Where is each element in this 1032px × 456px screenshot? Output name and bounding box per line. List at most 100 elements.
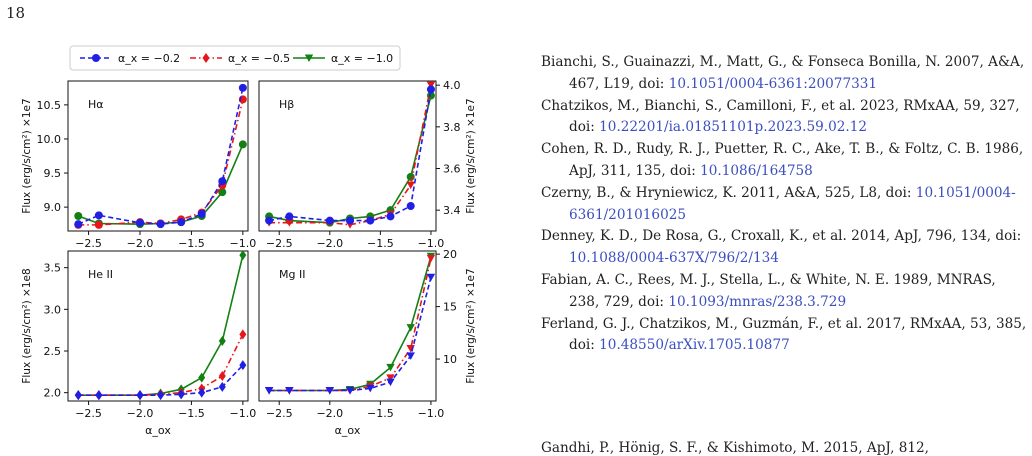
data-point (386, 374, 395, 382)
data-point (95, 390, 103, 401)
data-point (239, 329, 247, 340)
series-line (269, 85, 432, 226)
reference-entry: Ferland, G. J., Chatzikos, M., Guzmán, F… (541, 314, 1027, 358)
x-tick-label: −1.0 (229, 407, 256, 420)
legend-marker (202, 53, 210, 63)
x-tick-label: −2.5 (266, 407, 293, 420)
x-tick-label: −1.5 (178, 407, 205, 420)
legend-label: α_x = −1.0 (331, 52, 393, 65)
data-point (218, 177, 227, 186)
legend-label: α_x = −0.5 (228, 52, 290, 65)
x-tick-label: −2.5 (266, 237, 293, 250)
y-tick-label: 20 (443, 248, 457, 261)
x-tick-label: −2.0 (127, 407, 154, 420)
data-point (218, 336, 226, 346)
data-point (74, 212, 83, 220)
panel-hβ: −2.5 −2.0 −1.5 −1.0 3.4 3.6 3.8 4.0 Flux (erg/s/… (258, 79, 477, 250)
reference-entry: Cohen, R. D., Rudy, R. J., Puetter, R. C… (541, 139, 1027, 183)
panel-title: Hα (88, 98, 104, 111)
data-point (238, 140, 247, 149)
x-tick-label: −2.0 (316, 237, 343, 250)
y-tick-label: 3.8 (443, 121, 461, 134)
data-point (426, 273, 436, 282)
doi-link[interactable]: 10.1088/0004-637X/796/2/134 (569, 250, 779, 267)
legend-marker (304, 54, 314, 62)
emission-line-flux-figure: α_x = −0.2 α_x = −0.5 α_x = −1.0 −2.5 −2.0 −1… (21, 45, 477, 437)
x-tick-label: −2.5 (75, 237, 102, 250)
panel-he-ii: −2.5 −2.0 −1.5 −1.0 2.0 2.5 3.0 3.5 Flux (erg/s/… (21, 250, 256, 437)
y-tick-label: 4.0 (443, 79, 461, 92)
y-tick-label: 10.0 (37, 133, 62, 146)
reference-text: Ferland, G. J., Chatzikos, M., Guzmán, F… (541, 315, 1027, 354)
doi-link[interactable]: 10.22201/ia.01851101p.2023.59.02.12 (599, 119, 868, 136)
series-line (269, 277, 432, 392)
y-tick-label: 2.0 (44, 387, 62, 400)
x-tick-label: −1.5 (178, 237, 205, 250)
data-point (157, 390, 165, 401)
data-point (238, 83, 247, 92)
x-tick-label: −2.0 (316, 407, 343, 420)
data-point (94, 211, 103, 220)
reference-text: Czerny, B., & Hryniewicz, K. 2011, A&A, … (541, 184, 916, 201)
data-point (345, 387, 355, 395)
data-point (74, 220, 83, 229)
legend-label: α_x = −0.2 (118, 52, 180, 65)
y-tick-label: 3.5 (44, 262, 62, 275)
data-point (177, 218, 186, 227)
data-point (265, 216, 274, 225)
doi-link[interactable]: 10.1086/164758 (700, 162, 813, 179)
panel-title: He II (88, 268, 113, 281)
data-point (198, 387, 206, 398)
x-tick-label: −1.5 (367, 407, 394, 420)
data-point (366, 216, 375, 225)
y-tick-label: 10.5 (37, 99, 62, 112)
data-point (325, 216, 334, 225)
y-tick-label: 9.5 (44, 167, 62, 180)
data-point (136, 218, 144, 227)
y-tick-label: 3.4 (443, 204, 461, 217)
data-point (218, 371, 226, 381)
y-tick-label: 3.6 (443, 163, 461, 176)
reference-entry: Czerny, B., & Hryniewicz, K. 2011, A&A, … (541, 183, 1027, 227)
plot-frame (258, 250, 437, 402)
y-tick-label: 2.5 (44, 345, 62, 358)
series-line (78, 99, 244, 226)
data-point (346, 216, 355, 225)
data-point (177, 389, 185, 400)
data-point (386, 212, 395, 221)
data-point (239, 360, 247, 371)
data-point (406, 172, 415, 181)
plot-frame (67, 80, 249, 232)
x-axis-label: α_ox (145, 424, 171, 437)
doi-link[interactable]: 10.48550/arXiv.1705.10877 (599, 337, 790, 354)
x-tick-label: −1.5 (367, 237, 394, 250)
reference-entry: Bianchi, S., Guainazzi, M., Matt, G., & … (541, 52, 1027, 96)
data-point (218, 188, 227, 197)
series-line (268, 89, 432, 222)
panel-mg-ii: −2.5 −2.0 −1.5 −1.0 10 15 20 Flux (erg/s/cm²) ×… (258, 248, 477, 437)
doi-link[interactable]: 10.1093/mnras/238.3.729 (668, 293, 847, 310)
y-axis-label: Flux (erg/s/cm²) ×1e7 (21, 98, 33, 213)
reference-list: Bianchi, S., Guainazzi, M., Matt, G., & … (541, 52, 1027, 357)
data-point (239, 250, 247, 261)
x-tick-label: −1.0 (418, 237, 445, 250)
doi-link[interactable]: 10.1051/0004-6361:20077331 (668, 75, 878, 92)
data-point (218, 381, 226, 392)
y-tick-label: 9.0 (44, 201, 62, 214)
data-point (285, 219, 294, 227)
plot-frame (67, 250, 249, 402)
data-point (198, 372, 206, 383)
data-point (426, 254, 436, 263)
data-point (136, 390, 144, 401)
x-tick-label: −2.5 (75, 407, 102, 420)
y-tick-label: 15 (443, 301, 457, 314)
data-point (325, 387, 334, 395)
data-point (386, 363, 395, 372)
doi-link[interactable]: 10.1051/0004-6361/201016025 (569, 184, 1016, 223)
data-point (156, 220, 165, 229)
legend-frame (69, 45, 401, 71)
data-point (406, 181, 415, 190)
data-point (386, 378, 395, 387)
reference-text: Chatzikos, M., Bianchi, S., Camilloni, F… (541, 97, 1020, 136)
data-point (197, 209, 206, 218)
